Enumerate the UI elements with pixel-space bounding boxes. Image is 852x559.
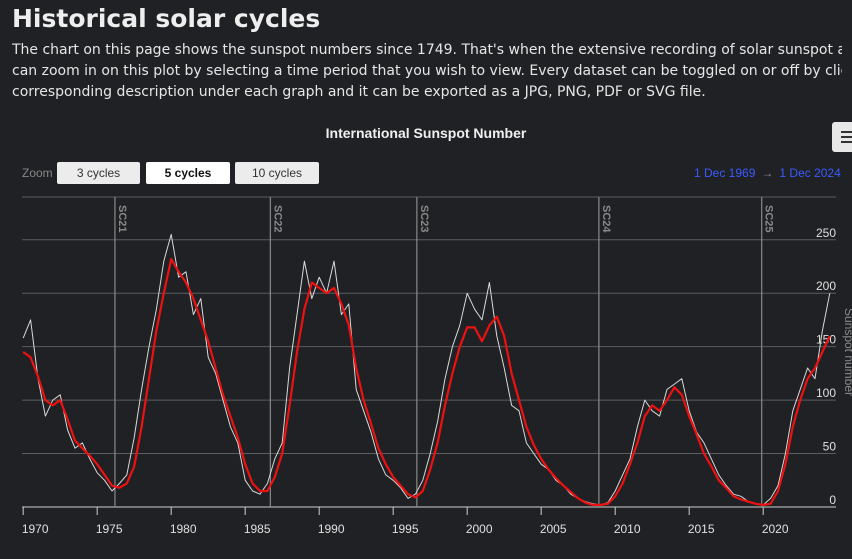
range-arrow: → — [761, 166, 774, 180]
x-tick-label: 2010 — [614, 522, 641, 536]
y-tick-label: 250 — [816, 226, 836, 240]
chart-title: International Sunspot Number — [325, 125, 527, 141]
zoom-label: Zoom — [22, 166, 53, 180]
x-tick-label: 1980 — [170, 522, 197, 536]
y-axis-title: Sunspot number — [842, 308, 852, 396]
y-tick-label: 0 — [829, 493, 836, 507]
monthly-sunspot-series — [22, 233, 831, 506]
intro-line: The chart on this page shows the sunspot… — [12, 42, 842, 58]
intro-line: corresponding description under each gra… — [12, 84, 706, 100]
zoom-5-cycles-button[interactable]: 5 cycles — [146, 162, 230, 184]
cycle-marker-label: SC25 — [763, 205, 775, 233]
x-tick-label: 1970 — [22, 522, 49, 536]
y-tick-label: 200 — [816, 279, 836, 293]
x-tick-label: 2000 — [466, 522, 493, 536]
chart-menu-button[interactable] — [832, 122, 852, 152]
cycle-marker-label: SC24 — [600, 205, 612, 233]
page-title: Historical solar cycles — [12, 4, 321, 33]
x-tick-label: 1985 — [244, 522, 271, 536]
x-tick-label: 2015 — [688, 522, 715, 536]
cycle-marker-label: SC23 — [418, 205, 430, 233]
intro-line: can zoom in on this plot by selecting a … — [12, 63, 842, 79]
x-tick-label: 2020 — [762, 522, 789, 536]
x-tick-label: 1975 — [96, 522, 123, 536]
intro-text: The chart on this page shows the sunspot… — [12, 40, 842, 103]
x-tick-label: 2005 — [540, 522, 567, 536]
x-tick-label: 1990 — [318, 522, 345, 536]
cycle-marker-label: SC22 — [271, 205, 283, 233]
cycle-marker-label: SC21 — [116, 205, 128, 233]
zoom-10-cycles-button[interactable]: 10 cycles — [235, 162, 319, 184]
date-range: 1 Dec 1969 → 1 Dec 2024 — [694, 166, 841, 180]
x-tick-label: 1995 — [392, 522, 419, 536]
range-from-date[interactable]: 1 Dec 1969 — [694, 166, 756, 180]
smoothed-sunspot-series — [22, 257, 831, 506]
range-to-date[interactable]: 1 Dec 2024 — [779, 166, 841, 180]
y-tick-label: 100 — [816, 386, 836, 400]
y-tick-label: 50 — [823, 440, 837, 454]
zoom-3-cycles-button[interactable]: 3 cycles — [57, 162, 140, 184]
